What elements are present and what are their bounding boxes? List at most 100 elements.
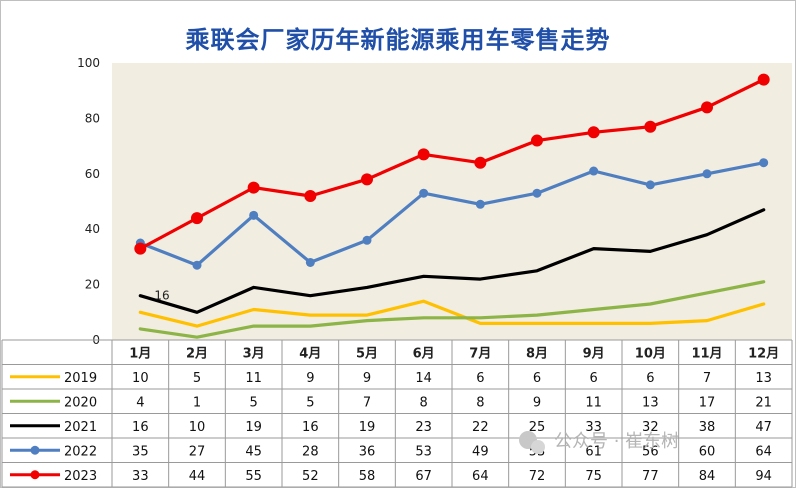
data-point-2023 (644, 120, 657, 133)
data-point-2023 (247, 181, 260, 194)
x-category-label: 6月 (413, 346, 435, 361)
data-point-2023 (304, 189, 317, 202)
x-category-label: 10月 (635, 346, 666, 361)
table-cell-value: 9 (363, 371, 371, 386)
table-cell-value: 35 (132, 444, 149, 459)
data-point-2023 (417, 148, 430, 161)
table-cell-value: 67 (415, 469, 432, 484)
table-cell-value: 5 (250, 395, 258, 410)
x-category-label: 12月 (748, 346, 779, 361)
data-point-2022 (362, 235, 372, 245)
table-cell-value: 64 (755, 444, 772, 459)
table-cell-value: 49 (472, 444, 489, 459)
x-category-label: 1月 (129, 346, 151, 361)
table-cell-value: 16 (132, 420, 149, 435)
table-cell-value: 72 (529, 469, 546, 484)
series-line-2022 (138, 161, 766, 267)
table-cell-value: 6 (646, 371, 654, 386)
x-category-label: 4月 (299, 346, 321, 361)
table-cell-value: 60 (699, 444, 716, 459)
plot-area (112, 63, 792, 340)
table-cell-value: 61 (585, 444, 602, 459)
chart-title: 乘联会厂家历年新能源乘用车零售走势 (185, 26, 611, 54)
data-point-2023 (701, 101, 713, 114)
table-cell-value: 23 (415, 420, 432, 435)
x-category-label: 9月 (583, 346, 605, 361)
table-cell-value: 4 (136, 395, 144, 410)
y-tick-label: 80 (85, 111, 100, 125)
table-cell-value: 6 (533, 371, 541, 386)
data-point-2022 (759, 158, 769, 168)
table-cell-value: 25 (529, 420, 546, 435)
table-cell-value: 7 (363, 395, 371, 410)
table-cell-value: 36 (359, 444, 376, 459)
table-cell-value: 11 (585, 395, 602, 410)
legend-swatch-marker (30, 470, 40, 480)
table-cell-value: 13 (642, 395, 659, 410)
data-point-2023 (191, 212, 203, 225)
data-point-2023 (134, 242, 147, 255)
table-cell-value: 19 (359, 420, 376, 435)
table-cell-value: 11 (245, 371, 262, 386)
legend-label: 2023 (64, 469, 97, 484)
data-point-2023 (361, 173, 373, 186)
data-point-2023 (531, 134, 543, 147)
table-cell-value: 8 (420, 395, 428, 410)
table-cell-value: 19 (245, 420, 262, 435)
table-cell-value: 7 (703, 371, 711, 386)
table-cell-value: 32 (642, 420, 659, 435)
table-cell-value: 77 (642, 469, 659, 484)
table-cell-value: 9 (306, 371, 314, 386)
table-cell-value: 6 (590, 371, 598, 386)
table-cell-value: 6 (476, 371, 484, 386)
legend-label: 2020 (64, 395, 97, 410)
legend-label: 2021 (64, 420, 97, 435)
table-cell-value: 8 (476, 395, 484, 410)
table-cell-value: 33 (132, 469, 149, 484)
table-cell-value: 1 (193, 395, 201, 410)
data-label: 16 (154, 289, 169, 303)
table-cell-value: 13 (755, 371, 772, 386)
data-point-2022 (305, 257, 315, 267)
x-category-label: 2月 (186, 346, 208, 361)
table-cell-value: 45 (245, 444, 262, 459)
table-cell-value: 5 (193, 371, 201, 386)
data-point-2022 (475, 199, 485, 209)
table-cell-value: 94 (755, 469, 772, 484)
table-cell-value: 16 (302, 420, 319, 435)
table-cell-value: 47 (755, 420, 772, 435)
data-point-2023 (587, 126, 600, 139)
x-category-label: 5月 (356, 346, 378, 361)
y-tick-label: 60 (85, 167, 100, 181)
series-line-2020 (138, 280, 766, 339)
table-cell-value: 5 (306, 395, 314, 410)
series-line-2021 (138, 208, 766, 314)
table-cell-value: 56 (642, 444, 659, 459)
table-cell-value: 55 (245, 469, 262, 484)
table-cell-value: 75 (585, 469, 602, 484)
table-cell-value: 28 (302, 444, 319, 459)
legend-label: 2019 (64, 371, 97, 386)
y-tick-label: 40 (85, 222, 100, 236)
data-point-2022 (702, 169, 712, 179)
table-cell-value: 44 (189, 469, 206, 484)
watermark-text: 公众号 · 崔东树 (554, 431, 679, 452)
table-cell-value: 14 (415, 371, 432, 386)
x-category-label: 7月 (469, 346, 491, 361)
data-point-2022 (192, 260, 202, 270)
table-cell-value: 10 (189, 420, 206, 435)
table-cell-value: 9 (533, 395, 541, 410)
table-cell-value: 84 (699, 469, 716, 484)
data-point-2022 (645, 180, 655, 190)
x-category-label: 8月 (526, 346, 548, 361)
table-cell-value: 38 (699, 420, 716, 435)
legend-label: 2022 (64, 444, 97, 459)
wechat-icon-bubble (531, 440, 545, 454)
legend-swatch-marker (30, 445, 40, 455)
table-cell-value: 64 (472, 469, 489, 484)
table-cell-value: 17 (699, 395, 716, 410)
table-cell-value: 52 (302, 469, 319, 484)
x-category-label: 11月 (691, 346, 722, 361)
data-point-2023 (757, 73, 770, 86)
